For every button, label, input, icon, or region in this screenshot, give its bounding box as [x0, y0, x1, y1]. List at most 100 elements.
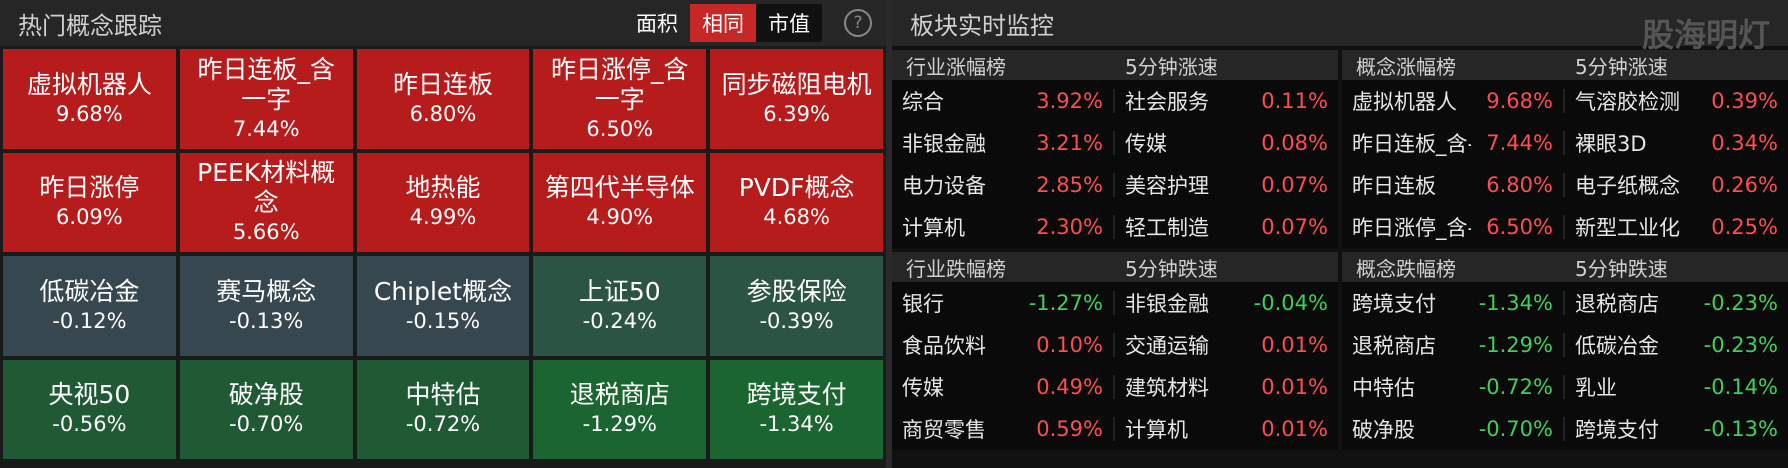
- sector-name[interactable]: 退税商店: [1352, 334, 1436, 358]
- tile-name: 低碳冶金: [39, 276, 140, 306]
- tile-name: 赛马概念: [216, 276, 317, 306]
- sector-name[interactable]: 计算机: [1124, 418, 1188, 442]
- change-value: -1.27%: [1021, 291, 1115, 315]
- concept-tile[interactable]: 昨日涨停_含一字 6.50%: [533, 49, 707, 149]
- change-value: 3.92%: [1021, 89, 1115, 113]
- tile-value: -0.13%: [229, 308, 304, 333]
- sector-name[interactable]: 跨境支付: [1574, 418, 1659, 442]
- concept-tile[interactable]: 跨境支付 -1.34%: [710, 359, 883, 459]
- concept-tile[interactable]: 昨日连板 6.80%: [356, 49, 530, 149]
- change-value: 6.80%: [1471, 173, 1565, 197]
- table-row: 银行 -1.27% 非银金融 -0.04%: [892, 282, 1338, 324]
- sector-name[interactable]: 食品饮料: [902, 334, 986, 358]
- table-row: 综合 3.92% 社会服务 0.11%: [892, 80, 1338, 122]
- tile-value: -1.29%: [582, 412, 657, 437]
- sector-name[interactable]: 社会服务: [1124, 90, 1209, 114]
- tile-name: 参股保险: [746, 276, 847, 306]
- tile-value: -0.39%: [759, 308, 834, 333]
- tile-name: 跨境支付: [746, 380, 847, 410]
- change-value: 0.59%: [1021, 417, 1115, 441]
- column-header: 5分钟跌速: [1575, 256, 1668, 281]
- sector-name[interactable]: 虚拟机器人: [1352, 90, 1457, 114]
- tile-value: 7.44%: [232, 116, 300, 141]
- concept-tile[interactable]: 昨日涨停 6.09%: [3, 152, 176, 252]
- concept-tile[interactable]: 地热能 4.99%: [356, 152, 530, 252]
- sector-name[interactable]: 电力设备: [902, 174, 986, 198]
- sector-name[interactable]: 中特估: [1352, 376, 1415, 400]
- toggle-button[interactable]: 面积: [636, 12, 678, 36]
- concept-tile[interactable]: 低碳冶金 -0.12%: [3, 256, 176, 356]
- change-value: 0.01%: [1261, 333, 1328, 357]
- concept-tile[interactable]: 破净股 -0.70%: [179, 359, 353, 459]
- sector-name[interactable]: 交通运输: [1124, 334, 1209, 358]
- panel-title: 热门概念跟踪: [18, 11, 162, 40]
- table-row: 虚拟机器人 9.68% 气溶胶检测 0.39%: [1342, 80, 1788, 122]
- change-value: -0.23%: [1703, 291, 1778, 315]
- concept-tile[interactable]: 参股保险 -0.39%: [710, 256, 883, 356]
- tile-value: 5.66%: [232, 220, 300, 245]
- column-header: 5分钟涨速: [1575, 54, 1668, 79]
- sector-name[interactable]: 昨日涨停_含-: [1352, 216, 1472, 240]
- concept-tile[interactable]: PVDF概念 4.68%: [710, 152, 883, 252]
- change-value: 0.11%: [1261, 89, 1328, 113]
- sector-name[interactable]: 昨日连板_含-: [1352, 132, 1472, 156]
- concept-tile[interactable]: Chiplet概念 -0.15%: [356, 256, 530, 356]
- concept-tile[interactable]: 同步磁阻电机 6.39%: [710, 49, 883, 149]
- panel-header: 板块实时监控: [892, 0, 1788, 46]
- sector-name[interactable]: 乳业: [1574, 376, 1617, 400]
- ranking-table: 行业跌幅榜 5分钟跌速 银行 -1.27% 非银金融 -0.04% 食品饮料 0.10% 交通运…: [892, 252, 1338, 450]
- tile-value: -0.12%: [52, 308, 127, 333]
- change-value: 6.50%: [1471, 215, 1565, 239]
- sector-name[interactable]: 美容护理: [1124, 174, 1209, 198]
- sector-name[interactable]: 商贸零售: [902, 418, 986, 442]
- toggle-button[interactable]: 相同: [690, 4, 756, 42]
- concept-tile[interactable]: 赛马概念 -0.13%: [179, 256, 353, 356]
- sector-name[interactable]: 传媒: [1124, 132, 1167, 156]
- concept-tile[interactable]: 虚拟机器人 9.68%: [3, 49, 176, 149]
- table-row: 中特估 -0.72% 乳业 -0.14%: [1342, 366, 1788, 408]
- sector-name[interactable]: 气溶胶检测: [1574, 90, 1680, 114]
- sector-name[interactable]: 跨境支付: [1352, 292, 1436, 316]
- tile-name: 第四代半导体: [544, 173, 695, 203]
- toggle-button[interactable]: 市值: [756, 4, 822, 42]
- change-value: 0.01%: [1261, 375, 1328, 399]
- sector-name[interactable]: 退税商店: [1574, 292, 1659, 316]
- column-header: 概念跌幅榜: [1356, 256, 1456, 281]
- change-value: 2.30%: [1021, 215, 1115, 239]
- sector-name[interactable]: 新型工业化: [1574, 216, 1680, 240]
- tile-value: 4.90%: [586, 205, 654, 230]
- sector-name[interactable]: 非银金融: [1124, 292, 1209, 316]
- change-value: -0.04%: [1253, 291, 1328, 315]
- tile-name: 虚拟机器人: [26, 69, 152, 99]
- sector-name[interactable]: 低碳冶金: [1574, 334, 1659, 358]
- sector-name[interactable]: 裸眼3D: [1574, 132, 1647, 156]
- sector-name[interactable]: 综合: [902, 90, 944, 114]
- concept-tile[interactable]: 昨日连板_含一字 7.44%: [179, 49, 353, 149]
- sector-name[interactable]: 电子纸概念: [1574, 174, 1680, 198]
- column-header: 行业涨幅榜: [906, 54, 1006, 79]
- tile-value: 9.68%: [56, 101, 123, 126]
- sector-name[interactable]: 破净股: [1352, 418, 1415, 442]
- concept-tile[interactable]: 上证50 -0.24%: [533, 256, 707, 356]
- help-icon[interactable]: ?: [844, 9, 872, 37]
- tile-name: PVDF概念: [738, 173, 855, 203]
- sector-name[interactable]: 昨日连板: [1352, 174, 1436, 198]
- concept-tile[interactable]: 央视50 -0.56%: [3, 359, 176, 459]
- concept-tile[interactable]: 中特估 -0.72%: [356, 359, 530, 459]
- change-value: 0.25%: [1711, 215, 1778, 239]
- change-value: 0.01%: [1261, 417, 1328, 441]
- concept-tile[interactable]: 退税商店 -1.29%: [533, 359, 707, 459]
- panel-title: 板块实时监控: [910, 11, 1054, 40]
- sector-name[interactable]: 银行: [902, 292, 944, 316]
- sector-name[interactable]: 轻工制造: [1124, 216, 1209, 240]
- concept-tile[interactable]: 第四代半导体 4.90%: [533, 152, 707, 252]
- sector-name[interactable]: 建筑材料: [1124, 376, 1209, 400]
- tile-value: -0.70%: [229, 412, 304, 437]
- change-value: -0.70%: [1471, 417, 1565, 441]
- sector-name[interactable]: 非银金融: [902, 132, 986, 156]
- concept-tile[interactable]: PEEK材料概念 5.66%: [179, 152, 353, 252]
- sector-name[interactable]: 传媒: [902, 376, 944, 400]
- sector-name[interactable]: 计算机: [902, 216, 965, 240]
- table-row: 电力设备 2.85% 美容护理 0.07%: [892, 164, 1338, 206]
